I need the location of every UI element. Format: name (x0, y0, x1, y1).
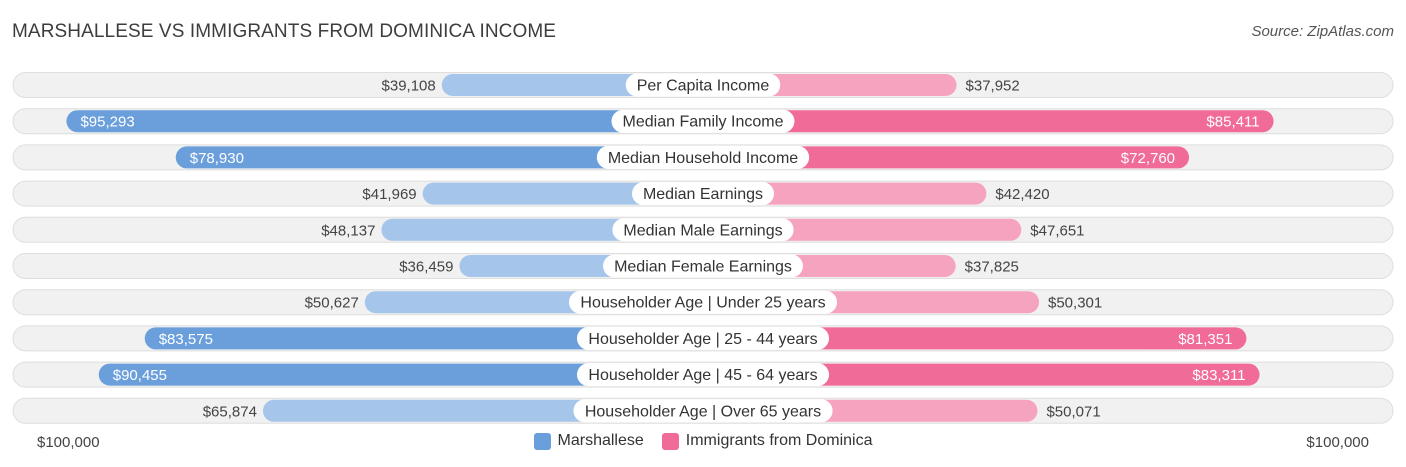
row-4-category-pill (612, 218, 794, 242)
row-2-category-label: Median Household Income (608, 150, 798, 167)
row-6-label-dominica: $50,301 (1048, 295, 1102, 312)
row-7-label-marshallese: $83,575 (159, 331, 213, 348)
row-3-bar-dominica (703, 182, 987, 205)
legend-swatch-dominica (661, 432, 679, 450)
row-4-label-marshallese: $48,137 (321, 222, 375, 239)
axis-right-label: $100,000 (1306, 434, 1369, 451)
row-6-category-pill (568, 290, 838, 314)
legend-label-dominica: Immigrants from Dominica (685, 432, 873, 449)
row-8-label-dominica: $83,311 (1192, 367, 1245, 384)
row-2-bar-marshallese (175, 146, 703, 169)
row-0-category-pill (625, 73, 781, 97)
row-0-label-marshallese: $39,108 (382, 78, 436, 95)
row-3-label-dominica: $42,420 (995, 186, 1049, 203)
row-8-category-label: Householder Age | 45 - 64 years (588, 367, 817, 384)
row-6-label-marshallese: $50,627 (305, 295, 359, 312)
row-7-category-label: Householder Age | 25 - 44 years (588, 331, 817, 348)
row-7-label-dominica: $81,351 (1178, 331, 1232, 348)
row-5-category-label: Median Female Earnings (614, 259, 792, 276)
row-0-label-dominica: $37,952 (966, 78, 1020, 95)
row-7-bar-dominica (703, 327, 1247, 350)
row-2-label-dominica: $72,760 (1121, 150, 1175, 167)
row-3-label-marshallese: $41,969 (362, 186, 416, 203)
row-9-category-pill (573, 399, 833, 423)
chart-title: MARSHALLESE VS IMMIGRANTS FROM DOMINICA … (12, 21, 557, 42)
row-3-category-label: Median Earnings (643, 186, 763, 203)
legend-label-marshallese: Marshallese (557, 432, 644, 449)
row-6-category-label: Householder Age | Under 25 years (580, 295, 825, 312)
row-1-bar-dominica (703, 110, 1274, 133)
legend-item-marshallese: Marshallese (533, 432, 644, 450)
row-7-category-pill (576, 326, 830, 350)
legend-swatch-marshallese (533, 432, 551, 450)
legend-item-dominica: Immigrants from Dominica (661, 432, 873, 450)
row-3-bar-marshallese (422, 182, 703, 205)
row-1-bar-marshallese (66, 110, 704, 133)
row-4-category-label: Median Male Earnings (623, 222, 782, 239)
legend: Marshallese Immigrants from Dominica (0, 432, 1406, 450)
row-9-label-marshallese: $65,874 (203, 403, 257, 420)
row-7-bar-marshallese (144, 327, 703, 350)
row-8-bar-dominica (703, 363, 1260, 386)
row-5-category-pill (603, 254, 803, 278)
row-3-category-pill (631, 182, 775, 206)
row-1-label-marshallese: $95,293 (80, 114, 134, 131)
row-9-category-label: Householder Age | Over 65 years (585, 403, 821, 420)
row-5-label-dominica: $37,825 (965, 259, 1019, 276)
row-4-label-dominica: $47,651 (1030, 222, 1084, 239)
row-8-bar-marshallese (98, 363, 703, 386)
axis-left-label: $100,000 (37, 434, 100, 451)
row-1-label-dominica: $85,411 (1206, 114, 1259, 131)
source-credit: Source: ZipAtlas.com (1251, 23, 1394, 40)
row-8-label-marshallese: $90,455 (113, 367, 167, 384)
row-2-category-pill (596, 145, 810, 169)
row-2-bar-dominica (703, 146, 1190, 169)
row-1-category-label: Median Family Income (623, 114, 784, 131)
row-1-category-pill (611, 109, 795, 133)
row-0-category-label: Per Capita Income (637, 78, 770, 95)
row-2-label-marshallese: $78,930 (190, 150, 244, 167)
row-8-category-pill (576, 363, 830, 387)
row-5-label-marshallese: $36,459 (399, 259, 453, 276)
row-9-label-dominica: $50,071 (1046, 403, 1100, 420)
